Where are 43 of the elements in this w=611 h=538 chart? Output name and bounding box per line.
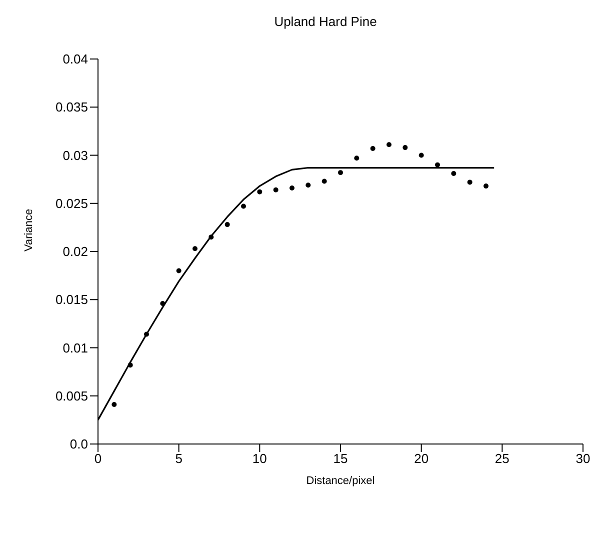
point: [224, 222, 230, 228]
y-tick-label: 0.03: [62, 148, 88, 163]
point: [386, 142, 392, 148]
point: [484, 184, 488, 189]
point: [322, 178, 327, 184]
point: [467, 180, 472, 185]
y-tick-label: 0.04: [62, 52, 88, 67]
y-tick-label: 0.0: [70, 436, 88, 452]
x-tick-label: 0: [94, 451, 102, 466]
x-tick-label: 30: [576, 451, 590, 466]
point: [192, 246, 198, 252]
point: [370, 146, 376, 152]
point: [338, 170, 343, 176]
point: [160, 300, 166, 306]
point: [402, 145, 408, 150]
y-tick-label: 0.02: [62, 244, 88, 260]
point: [418, 152, 424, 158]
point: [257, 189, 262, 194]
point: [354, 156, 360, 161]
y-tick-label: 0.01: [62, 340, 88, 356]
point: [273, 187, 278, 192]
y-tick-label: 0.025: [55, 196, 88, 211]
point: [144, 332, 149, 337]
point: [176, 268, 182, 274]
point: [451, 171, 456, 176]
point: [208, 234, 214, 240]
x-tick-label: 20: [414, 451, 429, 466]
x-tick-label: 5: [175, 451, 182, 466]
y-tick-label: 0.035: [55, 100, 88, 115]
y-tick-label: 0.005: [55, 388, 88, 404]
x-axis-title: Distance/pixel: [306, 475, 375, 487]
point: [306, 182, 311, 188]
y-tick-label: 0.015: [55, 292, 88, 308]
point: [241, 204, 246, 209]
x-tick-label: 10: [252, 451, 267, 466]
x-tick-label: 25: [494, 451, 510, 466]
point: [128, 362, 133, 368]
x-tick-label: 15: [333, 451, 348, 466]
y-axis-title: Variance: [22, 208, 35, 252]
point: [435, 162, 440, 168]
point: [112, 402, 117, 408]
point: [290, 185, 294, 190]
chart-title: Upland Hard Pine: [273, 14, 378, 29]
